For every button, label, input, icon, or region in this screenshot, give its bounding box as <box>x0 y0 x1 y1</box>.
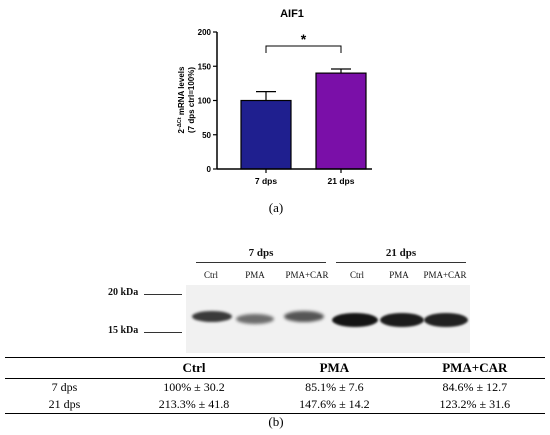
band-7dps-pmacar <box>284 311 324 322</box>
y-axis-label: 2-ΔCt mRNA levels (7 dps ctrl=100%) <box>177 66 196 133</box>
lane-label: PMA+CAR <box>423 270 467 280</box>
marker-15kda: 15 kDa <box>108 325 139 336</box>
bar <box>240 99 292 170</box>
group-line-7dps <box>196 262 326 263</box>
bar-chart: AIF1 2-ΔCt mRNA levels (7 dps ctrl=100%)… <box>177 8 372 186</box>
blot-image <box>186 285 470 353</box>
lane-label: Ctrl <box>203 270 218 280</box>
x-tick-label: 21 dps <box>328 176 355 186</box>
significance-bracket: * <box>265 31 342 53</box>
lane-label: PMA <box>389 270 409 280</box>
band-7dps-pma <box>236 314 274 324</box>
svg-text:(7 dps ctrl=100%): (7 dps ctrl=100%) <box>187 67 196 133</box>
y-tick-label: 200 <box>198 28 212 37</box>
table-header-cell <box>5 357 124 379</box>
table-cell: 84.6% ± 12.7 <box>442 380 508 394</box>
table-cell: 7 dps <box>51 380 78 394</box>
y-axis: 0 50 100 150 200 <box>198 28 218 174</box>
band-21dps-pmacar <box>424 313 468 327</box>
table-header-cell: PMA <box>264 357 405 379</box>
table-cell: 147.6% ± 14.2 <box>264 396 405 414</box>
table-cell: 123.2% ± 31.6 <box>404 396 545 414</box>
table-cell: 85.1% ± 7.6 <box>305 380 364 394</box>
marker-20kda: 20 kDa <box>108 287 139 298</box>
y-tick-label: 0 <box>207 165 212 174</box>
band-21dps-ctrl <box>332 313 378 327</box>
table-row: 7 dps 100% ± 30.2 85.1% ± 7.6 84.6% ± 12… <box>5 379 545 397</box>
bars <box>240 68 367 170</box>
svg-text:2-ΔCt mRNA levels: 2-ΔCt mRNA levels <box>177 66 186 133</box>
western-blot: 7 dps 21 dps Ctrl PMA PMA+CAR Ctrl PMA P… <box>108 247 470 353</box>
table-cell: 100% ± 30.2 <box>163 380 225 394</box>
marker-line-15kda <box>144 332 182 333</box>
band-21dps-pma <box>380 313 424 327</box>
table-cell: 213.3% ± 41.8 <box>123 396 265 414</box>
y-tick-label: 150 <box>198 62 212 71</box>
table-row: 21 dps 213.3% ± 41.8 147.6% ± 14.2 123.2… <box>5 396 545 414</box>
lane-label: Ctrl <box>349 270 364 280</box>
group-line-21dps <box>336 262 466 263</box>
group-label-21dps: 21 dps <box>385 247 417 259</box>
table-header-cell: PMA+CAR <box>404 357 545 379</box>
significance-line <box>265 45 342 53</box>
caption-a: (a) <box>268 200 284 215</box>
significance-star: * <box>301 31 307 47</box>
caption-b: (b) <box>268 414 284 429</box>
table-header-row: Ctrl PMA PMA+CAR <box>5 357 545 379</box>
y-tick-label: 100 <box>198 97 212 106</box>
y-tick-label: 50 <box>202 131 211 140</box>
band-7dps-ctrl <box>192 311 232 322</box>
chart-title: AIF1 <box>280 8 304 20</box>
table-cell: 21 dps <box>5 396 124 414</box>
bar <box>315 72 367 170</box>
x-axis: 7 dps 21 dps <box>217 168 372 186</box>
lane-label: PMA <box>245 270 265 280</box>
marker-line-20kda <box>144 294 182 295</box>
group-label-7dps: 7 dps <box>248 247 274 259</box>
lane-label: PMA+CAR <box>285 270 329 280</box>
x-tick-label: 7 dps <box>255 176 277 186</box>
quantification-table: Ctrl PMA PMA+CAR 7 dps 100% ± 30.2 85.1%… <box>5 357 545 414</box>
table-header-cell: Ctrl <box>123 357 265 379</box>
